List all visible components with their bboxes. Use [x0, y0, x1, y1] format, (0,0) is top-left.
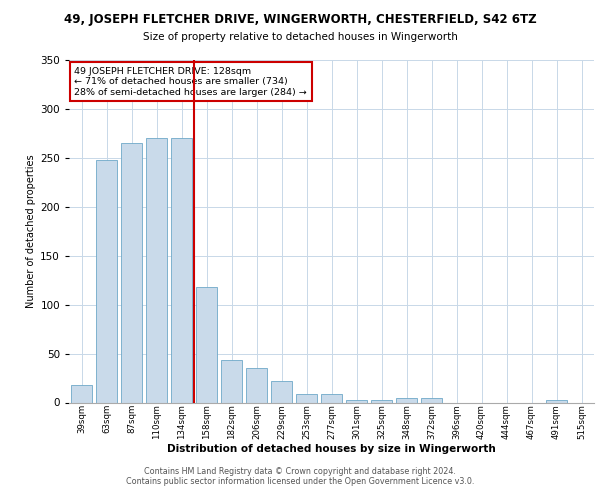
- Text: Contains public sector information licensed under the Open Government Licence v3: Contains public sector information licen…: [126, 477, 474, 486]
- Bar: [121, 143, 142, 403]
- Bar: [171, 138, 192, 402]
- Bar: [271, 381, 292, 402]
- Bar: [421, 398, 442, 402]
- Bar: [96, 160, 117, 402]
- Bar: [371, 400, 392, 402]
- Text: Contains HM Land Registry data © Crown copyright and database right 2024.: Contains HM Land Registry data © Crown c…: [144, 467, 456, 476]
- Bar: [221, 360, 242, 403]
- Text: 49 JOSEPH FLETCHER DRIVE: 128sqm
← 71% of detached houses are smaller (734)
28% : 49 JOSEPH FLETCHER DRIVE: 128sqm ← 71% o…: [74, 67, 307, 96]
- Bar: [196, 287, 217, 403]
- Bar: [546, 400, 567, 402]
- Text: Size of property relative to detached houses in Wingerworth: Size of property relative to detached ho…: [143, 32, 457, 42]
- Bar: [71, 385, 92, 402]
- X-axis label: Distribution of detached houses by size in Wingerworth: Distribution of detached houses by size …: [167, 444, 496, 454]
- Text: 49, JOSEPH FLETCHER DRIVE, WINGERWORTH, CHESTERFIELD, S42 6TZ: 49, JOSEPH FLETCHER DRIVE, WINGERWORTH, …: [64, 12, 536, 26]
- Bar: [321, 394, 342, 402]
- Y-axis label: Number of detached properties: Number of detached properties: [26, 154, 36, 308]
- Bar: [396, 398, 417, 402]
- Bar: [346, 400, 367, 402]
- Bar: [246, 368, 267, 402]
- Bar: [296, 394, 317, 402]
- Bar: [146, 138, 167, 402]
